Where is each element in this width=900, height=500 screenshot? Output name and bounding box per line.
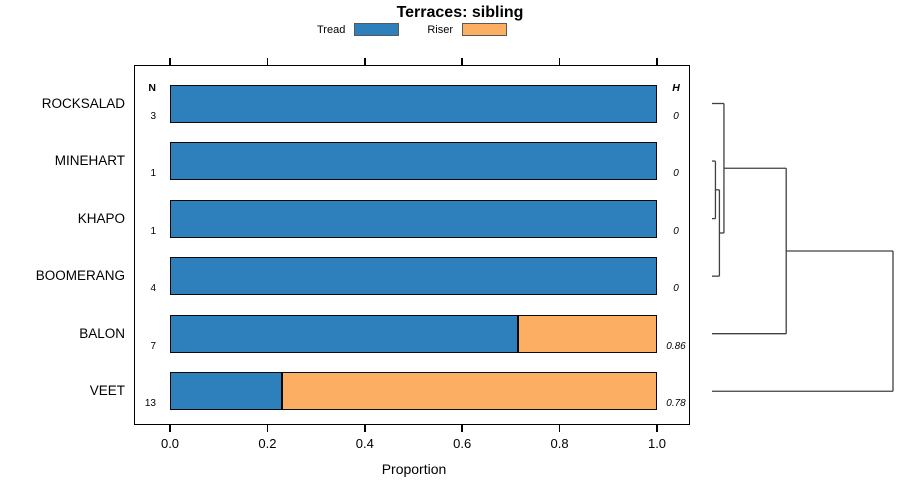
- category-label: BALON: [79, 325, 125, 341]
- h-value: 0.78: [666, 398, 686, 410]
- x-tick-bottom: [364, 425, 366, 432]
- legend: Tread Riser: [317, 23, 507, 36]
- legend-item-tread: Tread: [317, 23, 400, 36]
- x-tick-top: [169, 58, 171, 65]
- h-value: 0: [673, 110, 679, 122]
- x-tick-top: [266, 58, 269, 65]
- x-tick-label: 0.4: [355, 436, 374, 451]
- plot-frame: [134, 65, 690, 425]
- x-tick-top: [461, 58, 463, 65]
- legend-label: Riser: [427, 23, 453, 36]
- x-axis-title: Proportion: [381, 461, 447, 477]
- category-label: BOOMERANG: [35, 268, 125, 284]
- x-tick-bottom: [558, 425, 561, 432]
- legend-swatch-riser: [462, 23, 507, 36]
- x-tick-top: [364, 58, 366, 65]
- n-value: 1: [150, 168, 156, 180]
- n-column-header: N: [148, 82, 156, 94]
- x-tick-top: [558, 58, 561, 65]
- h-value: 0.86: [666, 340, 686, 352]
- h-value: 0: [673, 283, 679, 295]
- bar-segment-tread: [170, 199, 657, 238]
- bar-segment-tread: [170, 257, 657, 296]
- category-label: MINEHART: [54, 153, 125, 169]
- x-tick-bottom: [169, 425, 171, 432]
- bar-segment-tread: [170, 84, 657, 123]
- h-value: 0: [673, 168, 679, 180]
- x-tick-bottom: [656, 425, 658, 432]
- x-tick-bottom: [266, 425, 269, 432]
- n-value: 4: [150, 283, 156, 295]
- chart-title: Terraces: sibling: [396, 4, 524, 21]
- bar-segment-riser: [517, 314, 657, 353]
- h-value: 0: [673, 225, 679, 237]
- bar-segment-riser: [282, 372, 657, 411]
- category-label: KHAPO: [77, 210, 125, 226]
- n-value: 7: [150, 340, 156, 352]
- x-tick-label: 0.0: [160, 436, 180, 451]
- x-tick-label: 0.6: [453, 436, 472, 451]
- bar-segment-tread: [170, 372, 283, 411]
- x-tick-bottom: [461, 425, 463, 432]
- h-column-header: H: [672, 82, 680, 94]
- category-label: VEET: [89, 383, 125, 399]
- bar-segment-tread: [170, 314, 518, 353]
- n-value: 3: [150, 110, 156, 122]
- x-tick-label: 0.8: [550, 436, 569, 451]
- category-label: ROCKSALAD: [41, 95, 125, 111]
- bar-segment-tread: [170, 142, 657, 181]
- legend-swatch-tread: [354, 23, 400, 36]
- legend-label: Tread: [317, 23, 346, 36]
- n-value: 13: [144, 398, 156, 410]
- n-value: 1: [150, 225, 156, 237]
- x-tick-label: 1.0: [647, 436, 667, 451]
- x-tick-top: [656, 58, 658, 65]
- x-tick-label: 0.2: [258, 436, 277, 451]
- legend-item-riser: Riser: [427, 23, 507, 36]
